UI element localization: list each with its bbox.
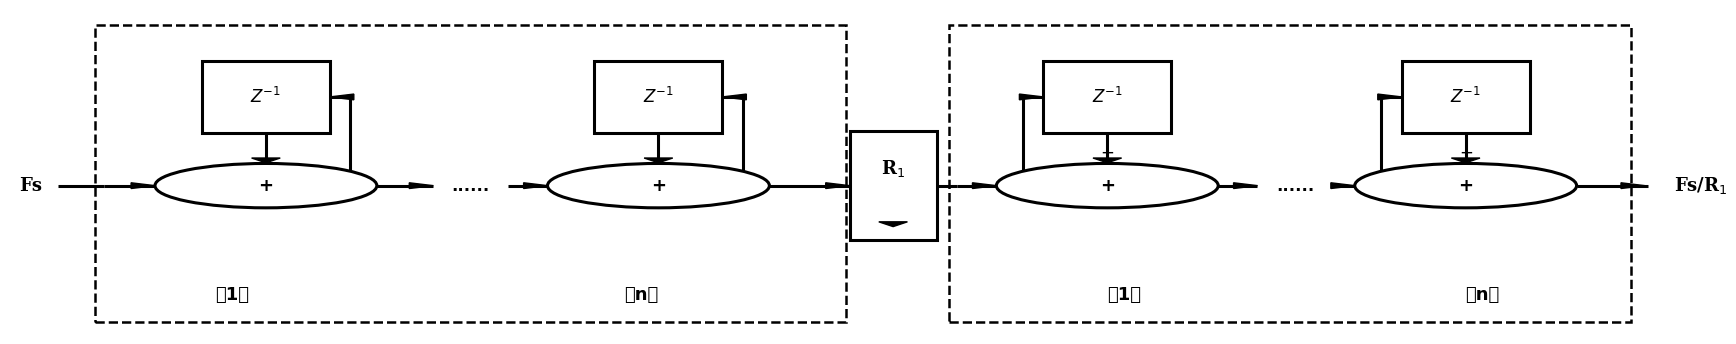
Circle shape: [996, 163, 1219, 208]
Polygon shape: [330, 94, 354, 100]
Text: 第1级: 第1级: [215, 286, 248, 304]
Text: $-$: $-$: [1101, 142, 1115, 161]
Polygon shape: [1094, 158, 1121, 163]
Text: $-$: $-$: [1458, 142, 1472, 161]
Text: +: +: [1101, 177, 1115, 195]
Polygon shape: [410, 183, 434, 189]
Polygon shape: [1451, 158, 1481, 163]
Polygon shape: [644, 158, 674, 163]
Circle shape: [1354, 163, 1576, 208]
Text: Fs/R$_1$: Fs/R$_1$: [1674, 175, 1727, 196]
Polygon shape: [524, 183, 547, 189]
Text: 第n级: 第n级: [625, 286, 658, 304]
Bar: [1043, 61, 1172, 133]
Text: $Z^{-1}$: $Z^{-1}$: [1450, 87, 1481, 107]
Polygon shape: [1621, 183, 1646, 189]
Polygon shape: [132, 183, 155, 189]
Bar: [201, 61, 330, 133]
Bar: [849, 131, 937, 240]
Bar: [1401, 61, 1529, 133]
Text: 第1级: 第1级: [1108, 286, 1141, 304]
Text: 第n级: 第n级: [1465, 286, 1500, 304]
Bar: [594, 61, 722, 133]
Text: R$_1$: R$_1$: [882, 158, 904, 179]
Circle shape: [547, 163, 769, 208]
Polygon shape: [878, 222, 908, 227]
Polygon shape: [826, 183, 849, 189]
Text: Fs: Fs: [19, 177, 42, 195]
Polygon shape: [1019, 94, 1043, 100]
Bar: [95, 25, 845, 322]
Polygon shape: [722, 94, 746, 100]
Text: $Z^{-1}$: $Z^{-1}$: [642, 87, 674, 107]
Bar: [948, 25, 1632, 322]
Text: $Z^{-1}$: $Z^{-1}$: [1092, 87, 1123, 107]
Text: +: +: [651, 177, 667, 195]
Text: +: +: [259, 177, 273, 195]
Text: ......: ......: [1276, 177, 1314, 195]
Polygon shape: [972, 183, 996, 189]
Text: +: +: [1458, 177, 1474, 195]
Polygon shape: [252, 158, 279, 163]
Circle shape: [155, 163, 377, 208]
Polygon shape: [1378, 94, 1401, 100]
Polygon shape: [1332, 183, 1354, 189]
Polygon shape: [1234, 183, 1257, 189]
Text: ......: ......: [451, 177, 490, 195]
Text: $Z^{-1}$: $Z^{-1}$: [250, 87, 281, 107]
